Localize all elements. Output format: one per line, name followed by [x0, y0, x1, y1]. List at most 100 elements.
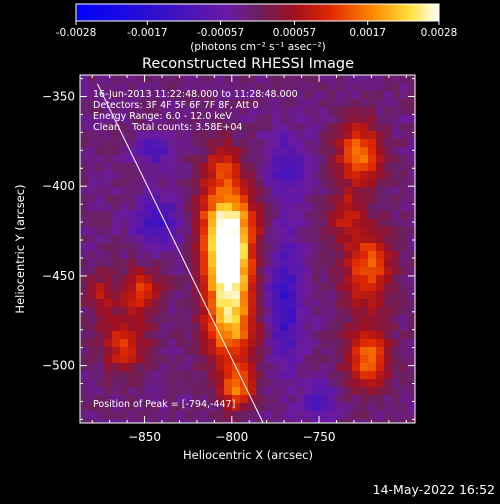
heatmap-cell	[176, 235, 185, 244]
heatmap-cell	[168, 411, 177, 420]
heatmap-cell	[144, 131, 153, 140]
heatmap-cell	[264, 403, 273, 412]
heatmap-cell	[280, 227, 289, 236]
heatmap-cell	[376, 419, 385, 423]
heatmap-cell	[248, 315, 257, 324]
heatmap-cell	[200, 195, 209, 204]
heatmap-cell	[232, 251, 241, 260]
heatmap-cell	[128, 419, 137, 423]
heatmap-cell	[152, 163, 161, 172]
heatmap-cell	[392, 331, 401, 340]
heatmap-cell	[360, 243, 369, 252]
heatmap-cell	[264, 307, 273, 316]
heatmap-cell	[200, 187, 209, 196]
heatmap-cell	[224, 419, 233, 423]
heatmap-cell	[176, 99, 185, 108]
heatmap-cell	[80, 387, 89, 396]
heatmap-cell	[208, 219, 217, 228]
heatmap-cell	[320, 419, 329, 423]
heatmap-cell	[216, 339, 225, 348]
heatmap-cell	[232, 195, 241, 204]
heatmap-cell	[128, 155, 137, 164]
heatmap-cell	[128, 291, 137, 300]
heatmap-cell	[248, 139, 257, 148]
heatmap-cell	[184, 291, 193, 300]
heatmap-cell	[240, 123, 249, 132]
heatmap-cell	[240, 91, 249, 100]
heatmap-cell	[264, 211, 273, 220]
heatmap-cell	[88, 355, 97, 364]
heatmap-cell	[400, 75, 409, 84]
heatmap-cell	[144, 267, 153, 276]
heatmap-cell	[392, 219, 401, 228]
heatmap-cell	[408, 363, 415, 372]
heatmap-cell	[352, 243, 361, 252]
heatmap-cell	[88, 403, 97, 412]
heatmap-cell	[280, 307, 289, 316]
heatmap-cell	[160, 387, 169, 396]
heatmap-cell	[368, 339, 377, 348]
heatmap-cell	[256, 379, 265, 388]
heatmap-cell	[80, 131, 89, 140]
heatmap-cell	[208, 355, 217, 364]
heatmap-cell	[288, 387, 297, 396]
heatmap-cell	[168, 283, 177, 292]
heatmap-cell	[400, 339, 409, 348]
heatmap-cell	[144, 211, 153, 220]
heatmap-cell	[216, 219, 225, 228]
heatmap-cell	[176, 139, 185, 148]
heatmap-cell	[160, 163, 169, 172]
heatmap-cell	[264, 419, 273, 423]
heatmap-cell	[328, 155, 337, 164]
heatmap-cell	[392, 403, 401, 412]
heatmap-cell	[88, 299, 97, 308]
heatmap-cell	[352, 411, 361, 420]
heatmap-cell	[192, 379, 201, 388]
heatmap-cell	[264, 123, 273, 132]
heatmap-cell	[344, 299, 353, 308]
heatmap-cell	[232, 275, 241, 284]
heatmap-cell	[128, 83, 137, 92]
heatmap-cell	[280, 211, 289, 220]
heatmap-cell	[256, 171, 265, 180]
heatmap-cell	[336, 291, 345, 300]
heatmap-cell	[192, 123, 201, 132]
heatmap-cell	[384, 371, 393, 380]
heatmap-cell	[176, 155, 185, 164]
y-tick-label: −500	[42, 359, 75, 373]
heatmap-cell	[320, 315, 329, 324]
annotation-detectors: Detectors: 3F 4F 5F 6F 7F 8F, Att 0	[93, 100, 259, 111]
heatmap-cell	[304, 203, 313, 212]
heatmap-cell	[256, 259, 265, 268]
heatmap-cell	[288, 203, 297, 212]
heatmap-cell	[112, 91, 121, 100]
heatmap-cell	[144, 219, 153, 228]
heatmap-cell	[376, 123, 385, 132]
heatmap-cell	[288, 179, 297, 188]
heatmap-cell	[320, 123, 329, 132]
heatmap-cell	[176, 355, 185, 364]
heatmap-cell	[208, 131, 217, 140]
heatmap-cell	[320, 307, 329, 316]
heatmap-cell	[312, 267, 321, 276]
heatmap-cell	[136, 411, 145, 420]
heatmap-cell	[152, 331, 161, 340]
heatmap-cell	[80, 83, 89, 92]
heatmap-cell	[168, 395, 177, 404]
heatmap-cell	[280, 355, 289, 364]
heatmap-cell	[96, 419, 105, 423]
heatmap-cell	[96, 147, 105, 156]
heatmap-cell	[120, 307, 129, 316]
heatmap-cell	[192, 147, 201, 156]
heatmap-cell	[208, 307, 217, 316]
heatmap-cell	[328, 227, 337, 236]
heatmap-cell	[112, 179, 121, 188]
heatmap-cell	[368, 227, 377, 236]
heatmap-cell	[120, 403, 129, 412]
heatmap-cell	[88, 243, 97, 252]
heatmap-cell	[256, 91, 265, 100]
heatmap-cell	[168, 195, 177, 204]
heatmap-cell	[272, 363, 281, 372]
heatmap-cell	[400, 323, 409, 332]
heatmap-cell	[352, 387, 361, 396]
